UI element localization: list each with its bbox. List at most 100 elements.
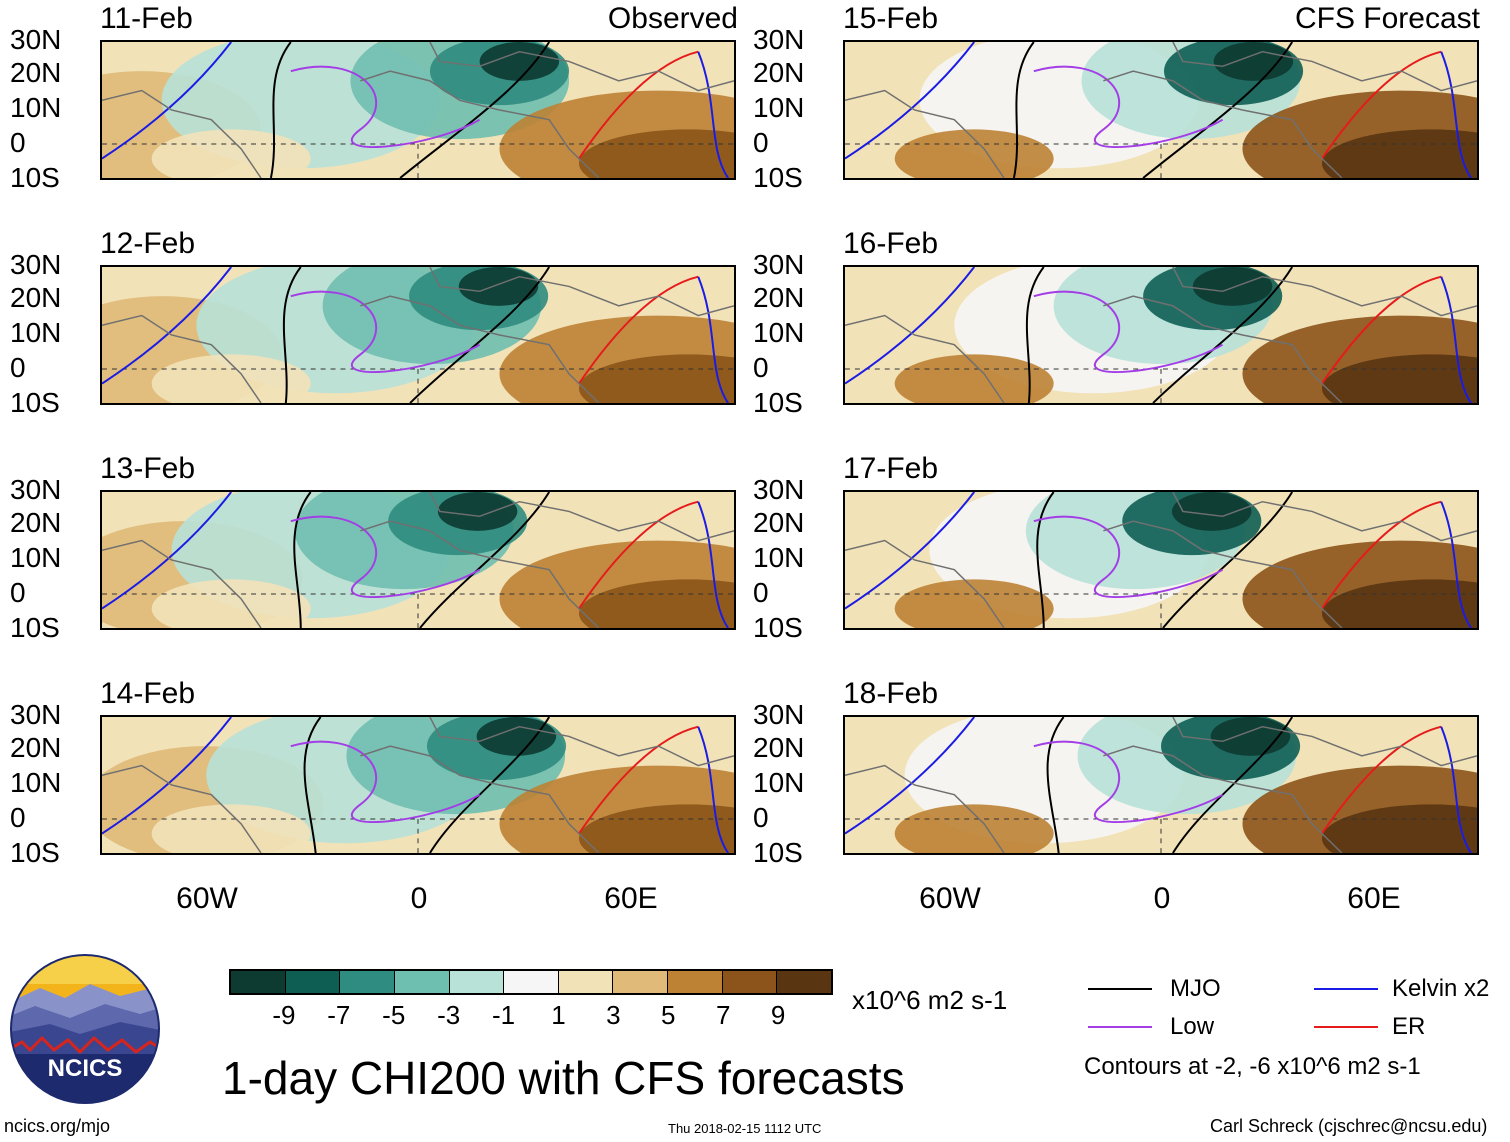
lon-label-60e-right: 60E	[1347, 882, 1401, 915]
fcs-lat-label: 10S	[753, 162, 803, 193]
colorbar-tick-label: -7	[327, 1000, 351, 1030]
legend-kelvin-label: Kelvin x2	[1392, 975, 1490, 1002]
fcs-lat-label: 10N	[753, 317, 805, 348]
chi200-field	[102, 492, 734, 628]
main-title: 1-day CHI200 with CFS forecasts	[222, 1052, 905, 1104]
colorbar-tick-label: -5	[382, 1000, 406, 1030]
chi200-field	[102, 267, 734, 403]
colorbar-units: x10^6 m2 s-1	[852, 985, 1008, 1015]
fcs-lat-label: 0	[753, 127, 769, 158]
obs-lat-label: 0	[10, 802, 26, 833]
obs-panel-date: 12-Feb	[100, 227, 196, 260]
obs-lat-label: 10S	[10, 387, 60, 418]
obs-lat-label: 20N	[10, 507, 62, 538]
obs-lat-label: 20N	[10, 57, 62, 88]
fcs-lat-label: 20N	[753, 732, 805, 763]
colorbar-tick-label: -9	[272, 1000, 296, 1030]
obs-lat-label: 10S	[10, 837, 60, 868]
legend-mjo-line	[1088, 988, 1152, 990]
colorbar-swatch	[668, 971, 723, 993]
colorbar-tick-label: 5	[661, 1000, 676, 1030]
colorbar-swatch	[777, 971, 832, 993]
ncics-logo-graphic: NCICS	[10, 954, 160, 1104]
lon-label-60w-right: 60W	[919, 882, 981, 915]
chi200-field	[845, 492, 1477, 628]
obs-lat-label: 30N	[10, 474, 62, 505]
footer-url[interactable]: ncics.org/mjo	[4, 1116, 111, 1136]
forecast-label: CFS Forecast	[1294, 2, 1480, 35]
fcs-lat-label: 20N	[753, 57, 805, 88]
fcs-lat-label: 30N	[753, 474, 805, 505]
colorbar	[229, 969, 833, 995]
obs-lat-label: 20N	[10, 282, 62, 313]
colorbar-tick-label: -1	[491, 1000, 516, 1030]
legend-low-line	[1088, 1026, 1152, 1028]
colorbar-swatch	[285, 971, 341, 993]
legend-er-line	[1314, 1026, 1378, 1028]
fcs-lat-label: 10S	[753, 837, 803, 868]
colorbar-swatch	[231, 971, 286, 993]
fcs-map-panel	[843, 265, 1479, 405]
obs-lat-label: 10S	[10, 612, 60, 643]
obs-lat-label: 10N	[10, 542, 62, 573]
fcs-panel-date: 15-Feb	[843, 2, 939, 35]
fcs-lat-label: 10N	[753, 767, 805, 798]
legend-kelvin-line	[1314, 988, 1378, 990]
chi200-field	[102, 42, 734, 178]
fcs-lat-label: 30N	[753, 699, 805, 730]
fcs-lat-label: 10N	[753, 92, 805, 123]
obs-lat-label: 30N	[10, 249, 62, 280]
footer-timestamp: Thu 2018-02-15 1112 UTC	[668, 1121, 822, 1136]
colorbar-tick-label: 1	[551, 1000, 566, 1030]
fcs-map-panel	[843, 40, 1479, 180]
lon-label-60e-left: 60E	[604, 882, 658, 915]
obs-lat-label: 10N	[10, 317, 62, 348]
fcs-lat-label: 30N	[753, 249, 805, 280]
colorbar-tick-label: -3	[437, 1000, 461, 1030]
chi200-field	[845, 42, 1477, 178]
colorbar-swatch	[449, 971, 505, 993]
fcs-lat-label: 20N	[753, 507, 805, 538]
logo-text: NCICS	[48, 1055, 123, 1082]
obs-lat-label: 10S	[10, 162, 60, 193]
obs-lat-label: 20N	[10, 732, 62, 763]
lon-label-60w-left: 60W	[176, 882, 238, 915]
lon-label-0-left: 0	[410, 882, 428, 915]
legend-mjo-label: MJO	[1170, 975, 1221, 1002]
obs-lat-label: 30N	[10, 699, 62, 730]
obs-lat-label: 0	[10, 577, 26, 608]
fcs-panel-date: 18-Feb	[843, 677, 939, 710]
legend-er-label: ER	[1392, 1013, 1426, 1040]
fcs-lat-label: 10S	[753, 612, 803, 643]
fcs-lat-label: 0	[753, 352, 769, 383]
legend-low-label: Low	[1170, 1013, 1215, 1040]
colorbar-tick-label: 7	[715, 1000, 731, 1030]
lon-label-0-right: 0	[1153, 882, 1171, 915]
obs-lat-label: 10N	[10, 767, 62, 798]
colorbar-tick-label: 9	[770, 1000, 786, 1030]
obs-map-panel	[100, 40, 736, 180]
obs-lat-label: 0	[10, 127, 26, 158]
fcs-map-panel	[843, 490, 1479, 630]
fcs-lat-label: 30N	[753, 24, 805, 55]
obs-panel-date: 13-Feb	[100, 452, 196, 485]
footer-credit: Carl Schreck (cjschrec@ncsu.edu)	[1210, 1116, 1488, 1136]
chi200-field	[845, 717, 1477, 853]
contours-note: Contours at -2, -6 x10^6 m2 s-1	[1084, 1053, 1421, 1080]
colorbar-swatch	[394, 971, 450, 993]
obs-panel-date: 14-Feb	[100, 677, 196, 710]
colorbar-swatch	[340, 971, 395, 993]
fcs-lat-label: 10S	[753, 387, 803, 418]
obs-panel-date: 11-Feb	[100, 2, 193, 35]
obs-lat-label: 10N	[10, 92, 62, 123]
obs-lat-label: 30N	[10, 24, 62, 55]
colorbar-swatch	[558, 971, 614, 993]
fcs-map-panel	[843, 715, 1479, 855]
colorbar-swatch	[504, 971, 559, 993]
chi200-field	[845, 267, 1477, 403]
observed-label: Observed	[607, 2, 738, 35]
colorbar-tick-label: 3	[606, 1000, 621, 1030]
obs-map-panel	[100, 715, 736, 855]
obs-lat-label: 0	[10, 352, 26, 383]
colorbar-swatch	[613, 971, 669, 993]
